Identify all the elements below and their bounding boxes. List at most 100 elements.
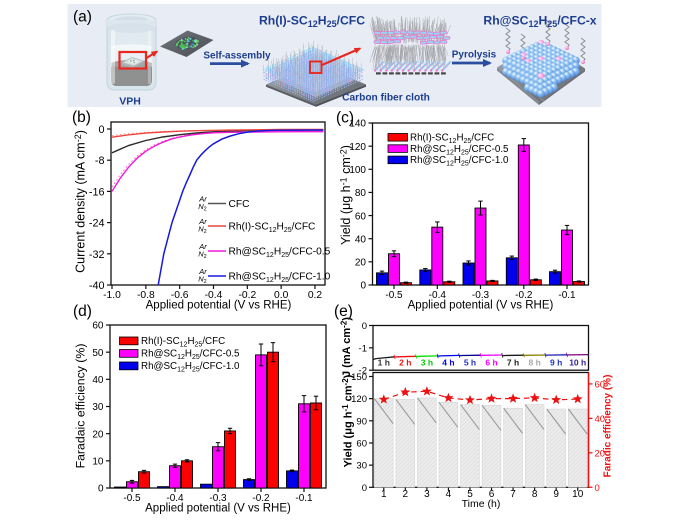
svg-text:40: 40 xyxy=(92,375,104,386)
svg-text:40: 40 xyxy=(355,234,367,245)
svg-text:140: 140 xyxy=(349,119,366,130)
svg-text:-0.1: -0.1 xyxy=(295,493,313,504)
svg-text:-0.5: -0.5 xyxy=(123,493,141,504)
svg-text:0.0: 0.0 xyxy=(274,290,289,301)
svg-text:Carbon fiber cloth: Carbon fiber cloth xyxy=(342,93,430,104)
svg-text:60: 60 xyxy=(356,438,367,449)
svg-text:N2: N2 xyxy=(198,275,206,286)
svg-text:-0.1: -0.1 xyxy=(558,290,576,301)
svg-text:Ar: Ar xyxy=(198,242,207,251)
svg-text:7: 7 xyxy=(510,489,516,500)
svg-text:-0.6: -0.6 xyxy=(171,290,189,301)
svg-text:(a): (a) xyxy=(73,9,92,26)
svg-text:150: 150 xyxy=(351,372,367,383)
svg-text:N2: N2 xyxy=(198,202,206,213)
svg-text:-0.2: -0.2 xyxy=(252,493,270,504)
svg-text:-16: -16 xyxy=(89,186,105,198)
svg-text:60: 60 xyxy=(355,211,367,222)
svg-text:-32: -32 xyxy=(89,249,105,261)
svg-text:60: 60 xyxy=(595,379,606,390)
svg-text:(e): (e) xyxy=(334,303,353,320)
svg-text:10: 10 xyxy=(92,457,104,468)
svg-text:-0.5: -0.5 xyxy=(385,290,403,301)
svg-text:Rh@SC12H25/CFC-1.0: Rh@SC12H25/CFC-1.0 xyxy=(141,361,240,374)
svg-text:Yield (μg h-1 cm-2): Yield (μg h-1 cm-2) xyxy=(341,374,355,467)
svg-text:8: 8 xyxy=(532,489,538,500)
svg-text:4 h: 4 h xyxy=(442,358,454,368)
svg-text:4: 4 xyxy=(446,489,452,500)
svg-text:-1: -1 xyxy=(359,343,367,354)
svg-text:Rh(I)-SC12H25/CFC: Rh(I)-SC12H25/CFC xyxy=(259,14,365,30)
svg-text:2 h: 2 h xyxy=(399,358,411,368)
svg-text:Current density (mA cm-2): Current density (mA cm-2) xyxy=(73,130,88,273)
svg-text:0: 0 xyxy=(98,484,104,495)
svg-text:Faradic efficiency (%): Faradic efficiency (%) xyxy=(603,375,614,478)
svg-text:1 h: 1 h xyxy=(378,358,390,368)
svg-text:1: 1 xyxy=(381,489,387,500)
svg-text:5 h: 5 h xyxy=(464,358,476,368)
svg-text:Applied potential (V vs RHE): Applied potential (V vs RHE) xyxy=(408,300,554,312)
svg-text:-8: -8 xyxy=(95,155,105,167)
svg-text:N2: N2 xyxy=(198,250,206,261)
svg-text:-0.4: -0.4 xyxy=(429,290,447,301)
svg-text:Rh@SC12H25/CFC-x: Rh@SC12H25/CFC-x xyxy=(483,14,596,30)
svg-text:Self-assembly: Self-assembly xyxy=(203,51,271,62)
svg-text:-0.4: -0.4 xyxy=(166,493,184,504)
svg-text:Rh@SC12H25/CFC-0.5: Rh@SC12H25/CFC-0.5 xyxy=(410,144,509,157)
svg-text:3: 3 xyxy=(424,489,430,500)
svg-text:6: 6 xyxy=(489,489,495,500)
svg-text:Ar: Ar xyxy=(198,195,207,204)
svg-text:Rh(I)-SC12H25/CFC: Rh(I)-SC12H25/CFC xyxy=(229,222,316,235)
svg-text:Rh(I)-SC12H25/CFC: Rh(I)-SC12H25/CFC xyxy=(410,133,494,146)
svg-text:0: 0 xyxy=(98,124,104,136)
svg-text:Faradaic efficiency (%): Faradaic efficiency (%) xyxy=(74,344,88,469)
svg-text:0: 0 xyxy=(595,483,600,494)
svg-text:9 h: 9 h xyxy=(550,358,562,368)
svg-text:8 h: 8 h xyxy=(528,358,540,368)
svg-text:120: 120 xyxy=(349,142,366,153)
svg-text:9: 9 xyxy=(553,489,559,500)
svg-text:20: 20 xyxy=(355,258,367,269)
svg-text:20: 20 xyxy=(92,429,104,440)
svg-text:10 h: 10 h xyxy=(569,358,586,368)
svg-text:(d): (d) xyxy=(73,303,92,320)
svg-text:(c): (c) xyxy=(336,110,354,127)
svg-text:10: 10 xyxy=(572,489,584,500)
svg-text:Rh@SC12H25/CFC-1.0: Rh@SC12H25/CFC-1.0 xyxy=(410,155,509,168)
svg-text:Rh@SC12H25/CFC-1.0: Rh@SC12H25/CFC-1.0 xyxy=(229,272,331,285)
svg-text:Ar: Ar xyxy=(198,217,207,226)
svg-text:Rh@SC12H25/CFC-0.5: Rh@SC12H25/CFC-0.5 xyxy=(141,349,240,362)
svg-text:-0.2: -0.2 xyxy=(238,290,256,301)
svg-text:-0.3: -0.3 xyxy=(472,290,490,301)
svg-text:Ar: Ar xyxy=(198,267,207,276)
svg-text:Applied potential (V vs RHE): Applied potential (V vs RHE) xyxy=(145,503,291,515)
svg-text:-0.4: -0.4 xyxy=(205,290,223,301)
svg-text:Yield (μg h-1 cm-2): Yield (μg h-1 cm-2) xyxy=(339,145,354,245)
svg-text:0: 0 xyxy=(362,321,367,332)
svg-text:100: 100 xyxy=(349,165,366,176)
svg-text:Applied potential (V vs RHE): Applied potential (V vs RHE) xyxy=(146,300,292,312)
svg-text:60: 60 xyxy=(92,321,104,332)
svg-text:Rh@SC12H25/CFC-0.5: Rh@SC12H25/CFC-0.5 xyxy=(229,247,331,260)
svg-text:Pyrolysis: Pyrolysis xyxy=(452,50,497,61)
svg-text:3 h: 3 h xyxy=(421,358,433,368)
svg-text:N2: N2 xyxy=(198,225,206,236)
svg-text:-24: -24 xyxy=(89,218,105,230)
svg-text:CFC: CFC xyxy=(229,199,250,210)
svg-text:20: 20 xyxy=(595,448,606,459)
svg-text:-2: -2 xyxy=(359,366,367,377)
svg-text:5: 5 xyxy=(467,489,473,500)
svg-text:-0.3: -0.3 xyxy=(209,493,227,504)
svg-text:(b): (b) xyxy=(72,109,91,126)
svg-text:0: 0 xyxy=(360,281,366,292)
svg-text:VPH: VPH xyxy=(119,96,141,108)
svg-text:-0.8: -0.8 xyxy=(137,290,155,301)
svg-text:120: 120 xyxy=(351,394,367,405)
svg-text:7 h: 7 h xyxy=(507,358,519,368)
svg-text:Time (h): Time (h) xyxy=(462,498,501,510)
svg-text:0: 0 xyxy=(362,483,367,494)
svg-text:0.2: 0.2 xyxy=(308,290,323,301)
svg-text:-1.0: -1.0 xyxy=(103,290,121,301)
svg-text:50: 50 xyxy=(92,348,104,359)
svg-text:40: 40 xyxy=(595,414,606,425)
